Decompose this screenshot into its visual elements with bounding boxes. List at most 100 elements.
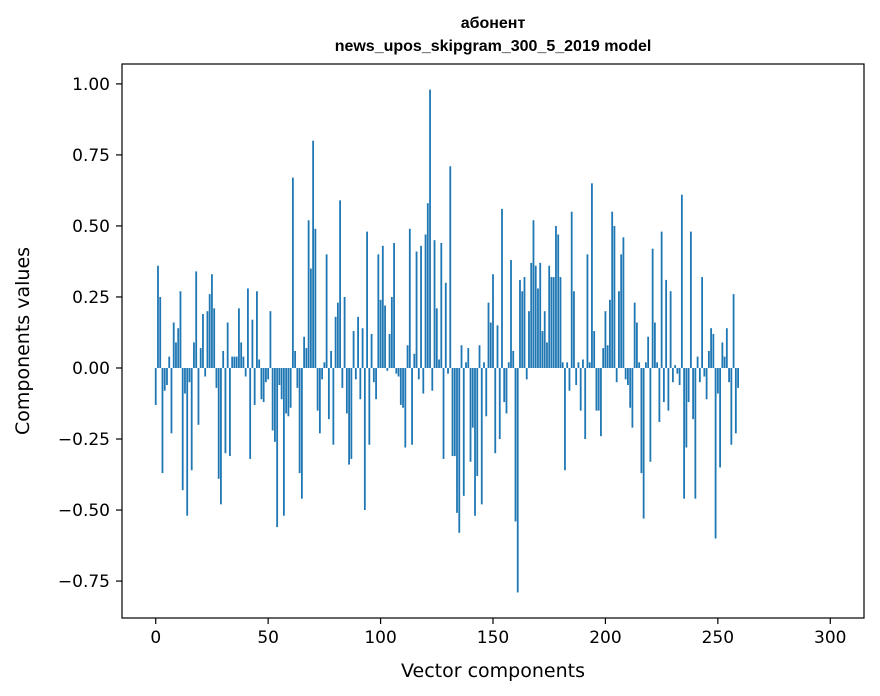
bar-168 [532,220,535,368]
bar-159 [512,350,515,368]
y-tick-label: 0.25 [72,288,110,308]
bar-71 [314,228,317,368]
bar-251 [719,367,721,468]
bar-19 [197,367,200,425]
bar-234 [680,194,683,368]
bar-185 [570,211,573,368]
bar-235 [683,367,686,499]
bar-15 [188,367,191,383]
bar-147 [485,367,488,417]
y-tick-label: −0.50 [58,501,110,521]
bar-86 [348,367,350,465]
bar-220 [649,367,652,462]
bar-237 [687,367,690,403]
bar-98 [375,367,377,400]
bar-42 [249,367,252,459]
bar-208 [622,237,625,368]
bar-239 [692,367,695,420]
bar-217 [642,367,645,519]
bar-243 [701,277,704,368]
bar-175 [548,265,551,368]
bar-32 [226,322,229,368]
bar-223 [656,362,659,368]
bar-210 [627,367,629,386]
bar-118 [420,245,422,368]
bar-62 [294,350,297,368]
bar-0 [154,367,157,405]
bar-204 [613,225,616,368]
bar-89 [354,367,357,380]
bar-116 [415,251,418,368]
x-axis-label: Vector components [401,660,585,682]
bar-129 [444,282,447,368]
bar-233 [678,367,681,386]
bar-195 [593,331,596,368]
bar-131 [449,166,452,368]
bar-83 [341,367,344,388]
bar-88 [352,331,355,368]
bar-30 [222,350,225,368]
bar-91 [359,367,362,400]
bar-206 [618,291,620,368]
y-tick-label: −0.75 [58,572,110,592]
bar-192 [586,254,589,368]
x-tick-label: 150 [477,628,509,648]
bar-180 [559,277,562,368]
bar-10 [177,328,180,368]
bar-93 [363,367,366,511]
bar-119 [422,367,425,394]
bar-12 [181,367,184,491]
bar-14 [186,367,189,516]
bar-149 [489,322,492,368]
x-tick-label: 300 [814,628,846,648]
bar-85 [345,367,348,414]
bar-95 [368,367,371,445]
bar-241 [696,356,699,368]
x-tick-label: 100 [364,628,396,648]
bar-143 [476,367,479,476]
bar-125 [435,308,438,368]
bar-29 [220,367,222,505]
bar-214 [636,322,638,368]
bar-190 [582,359,584,368]
bar-75 [323,362,326,368]
bar-36 [235,356,238,368]
bar-198 [600,367,602,437]
bar-124 [433,240,436,368]
bar-221 [651,248,654,368]
bar-23 [206,311,209,368]
bar-259 [737,367,739,388]
bar-155 [503,367,506,403]
bar-82 [339,200,341,368]
bar-255 [728,367,730,383]
bar-103 [386,367,389,371]
bar-114 [411,367,413,445]
bar-81 [336,302,339,368]
bar-247 [710,328,712,368]
bar-4 [163,367,166,391]
bar-242 [698,367,701,383]
bar-22 [204,367,207,377]
bar-179 [557,234,560,368]
bar-163 [521,291,524,368]
bar-106 [393,242,395,368]
bar-35 [233,356,236,368]
bar-256 [730,367,733,445]
bar-49 [265,367,267,383]
bar-152 [496,325,499,368]
bar-97 [372,367,375,383]
bar-33 [229,367,231,457]
bar-240 [694,367,697,499]
bar-113 [408,228,411,368]
bar-3 [161,367,164,474]
bar-176 [550,277,553,368]
x-tick-label: 250 [702,628,734,648]
bar-108 [397,367,400,377]
bar-60 [289,367,292,408]
bar-2 [159,296,162,368]
bar-252 [721,342,724,368]
bar-145 [480,367,483,505]
bar-31 [224,367,227,454]
bar-101 [381,245,384,368]
bar-121 [426,203,429,368]
